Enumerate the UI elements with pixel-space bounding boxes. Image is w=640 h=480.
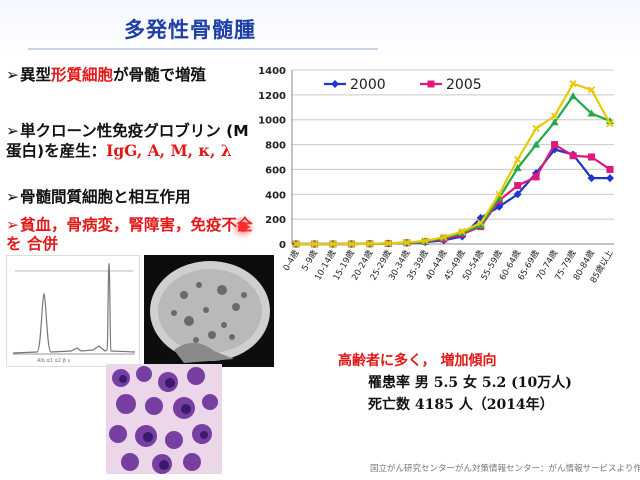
data-point-cross bbox=[329, 240, 337, 248]
data-point-cross bbox=[587, 86, 596, 94]
data-point-square bbox=[606, 165, 614, 173]
data-point-square bbox=[588, 153, 596, 161]
bullet-text: 骨髄間質細胞と相互作用 bbox=[20, 188, 191, 206]
data-point-triangle bbox=[513, 164, 522, 172]
data-point-cross bbox=[495, 190, 503, 198]
svg-text:Alb α1 α2 β γ: Alb α1 α2 β γ bbox=[37, 358, 70, 364]
bullet-text: 異型 bbox=[20, 66, 52, 84]
bullet-1: ➢異型形質細胞が骨髄で増殖 bbox=[6, 66, 256, 85]
series-line bbox=[296, 82, 611, 246]
y-tick-label: 1000 bbox=[258, 116, 286, 127]
bullet-text: 単クローン性免疫グロブリン (M蛋白)を産生： bbox=[6, 122, 249, 160]
data-point-cross bbox=[514, 155, 522, 164]
bullet-arrow-icon: ➢ bbox=[6, 122, 19, 140]
y-tick-label: 1200 bbox=[258, 91, 286, 102]
data-point-cross bbox=[347, 240, 356, 248]
data-point-cross bbox=[550, 112, 559, 120]
bullet-3: ➢骨髄間質細胞と相互作用 bbox=[6, 188, 256, 207]
plot-area bbox=[292, 70, 614, 244]
bullet-4: ➢貧血，骨病変，腎障害，免疫不全を 合併 bbox=[6, 216, 256, 254]
y-tick-label: 600 bbox=[265, 165, 286, 176]
bullet-text: が骨髄で増殖 bbox=[113, 66, 207, 84]
data-point-diamond bbox=[513, 190, 522, 199]
source-citation: 国立がん研究センターがん対策情報センター：がん情報サービスより作成 bbox=[370, 464, 640, 474]
data-point-cross bbox=[440, 233, 448, 241]
bullet-text: 形質細胞 bbox=[51, 66, 114, 84]
bullet-arrow-icon: ➢ bbox=[6, 216, 19, 234]
data-point-square bbox=[532, 173, 540, 181]
data-point-cross bbox=[310, 240, 319, 248]
y-tick-label: 400 bbox=[265, 190, 286, 201]
data-point-cross bbox=[458, 227, 466, 236]
data-point-cross bbox=[366, 240, 374, 248]
legend-label: 2005 bbox=[446, 77, 482, 93]
bullet-text: IgG, A, M, κ, λ bbox=[106, 141, 232, 160]
data-point-cross bbox=[384, 239, 392, 248]
data-point-triangle bbox=[569, 92, 578, 100]
bullet-arrow-icon: ➢ bbox=[6, 66, 19, 84]
slide-title: 多発性骨髄腫 bbox=[124, 18, 256, 42]
legend-label: 2000 bbox=[350, 77, 386, 93]
data-point-cross bbox=[477, 219, 485, 227]
y-tick-label: 800 bbox=[265, 141, 286, 152]
title-divider bbox=[28, 48, 378, 50]
data-point-cross bbox=[421, 237, 429, 245]
data-point-cross bbox=[532, 124, 540, 133]
y-tick-label: 200 bbox=[265, 215, 286, 226]
data-point-triangle bbox=[476, 221, 485, 229]
data-point-diamond bbox=[587, 174, 596, 183]
legend-marker bbox=[331, 80, 339, 88]
data-point-triangle bbox=[587, 109, 596, 117]
data-point-cross bbox=[606, 119, 614, 128]
age-incidence-line-chart: 02004006008001000120014000-4歳5-9歳10-14歳1… bbox=[258, 66, 616, 285]
data-point-square bbox=[569, 152, 577, 160]
data-point-triangle bbox=[550, 118, 559, 126]
data-point-triangle bbox=[532, 140, 541, 148]
laser-pointer-dot bbox=[238, 222, 248, 232]
legend-marker bbox=[427, 80, 435, 88]
bullet-text: 貧血，骨病変，腎障害，免疫不全を 合併 bbox=[6, 216, 253, 253]
data-point-square bbox=[514, 182, 522, 190]
trend-note: 高齢者に多く， 増加傾向 bbox=[338, 353, 497, 369]
y-tick-label: 0 bbox=[279, 240, 286, 251]
death-count-text: 死亡数 4185 人（2014年） bbox=[368, 397, 554, 413]
data-point-diamond bbox=[606, 174, 614, 183]
incidence-rate-text: 罹患率 男 5.5 女 5.2 (10万人) bbox=[368, 375, 572, 391]
bone-marrow-smear-image bbox=[106, 364, 222, 474]
y-tick-label: 1400 bbox=[258, 66, 286, 77]
electrophoresis-graph-image: Alb α1 α2 β γ bbox=[6, 255, 140, 367]
bullet-arrow-icon: ➢ bbox=[6, 188, 19, 206]
x-tick-label: 0-4歳 bbox=[281, 248, 302, 273]
bullet-2: ➢単クローン性免疫グロブリン (M蛋白)を産生：IgG, A, M, κ, λ bbox=[6, 122, 256, 161]
skull-xray-image bbox=[144, 255, 274, 367]
data-point-cross bbox=[292, 240, 300, 248]
data-point-square bbox=[551, 141, 559, 149]
data-point-diamond bbox=[495, 202, 504, 211]
data-point-cross bbox=[569, 80, 577, 88]
data-point-cross bbox=[403, 238, 411, 247]
